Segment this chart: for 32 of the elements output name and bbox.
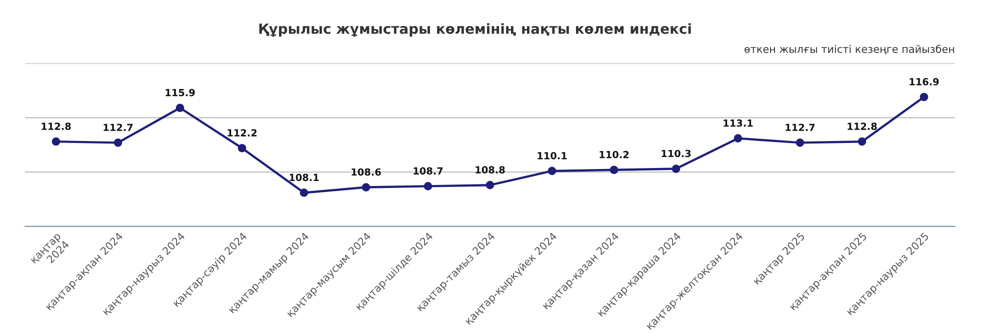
point	[734, 134, 742, 142]
data-label: 108.1	[290, 174, 319, 182]
data-label: 110.1	[538, 152, 567, 160]
point	[424, 182, 432, 190]
point	[176, 104, 184, 112]
data-label: 112.7	[104, 124, 133, 131]
data-label: 108.6	[352, 168, 381, 176]
data-label: 108.7	[414, 167, 443, 175]
chart-subtitle: өткен жылғы тиісті кезеңге пайызбен	[744, 44, 954, 54]
data-label: 110.3	[662, 150, 691, 158]
data-label: 110.2	[600, 150, 629, 158]
data-label: 112.2	[228, 129, 257, 136]
point	[796, 138, 804, 147]
data-label: 115.9	[166, 88, 195, 96]
point	[362, 183, 370, 192]
point	[486, 180, 494, 190]
point	[114, 138, 122, 147]
chart-title: Құрылыс жұмыстары көлемінің нақты көлем индексі	[259, 23, 691, 37]
point	[300, 188, 308, 197]
data-label: 108.8	[476, 166, 505, 174]
point	[610, 166, 618, 174]
point	[548, 166, 556, 176]
point	[672, 164, 680, 173]
data-label: 112.8	[42, 122, 71, 130]
point	[238, 144, 246, 152]
point	[52, 137, 60, 146]
data-label: 112.7	[786, 124, 815, 131]
point	[858, 137, 866, 146]
point	[920, 92, 928, 102]
data-label: 112.8	[848, 122, 877, 130]
data-label: 113.1	[724, 119, 753, 127]
data-label: 116.9	[910, 78, 939, 86]
